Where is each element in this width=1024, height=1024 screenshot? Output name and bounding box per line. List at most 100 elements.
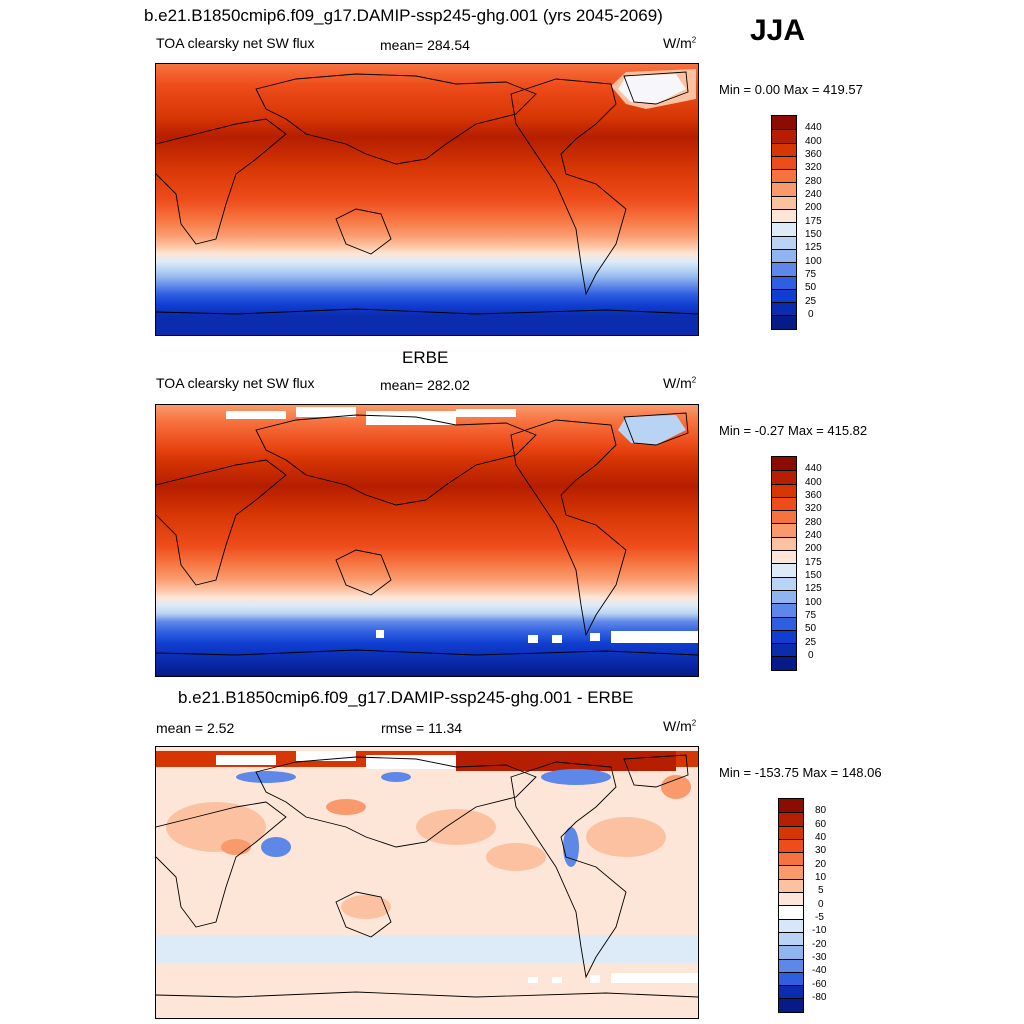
colorbar-swatch — [772, 550, 796, 564]
colorbar-tick-label: -40 — [812, 965, 827, 976]
colorbar-tick-label: -20 — [812, 939, 827, 950]
colorbar-tick-label: 100 — [805, 597, 822, 608]
colorbar-swatch — [772, 536, 796, 551]
colorbar-tick-label: 280 — [805, 176, 822, 187]
colorbar-tick-label: 50 — [805, 623, 817, 634]
panel-model-colorbar — [771, 115, 797, 330]
colorbar-swatch — [772, 457, 796, 471]
colorbar-swatch — [772, 496, 796, 511]
colorbar-swatch — [772, 155, 796, 170]
panel-model-map — [155, 63, 699, 336]
colorbar-tick-label: 100 — [805, 256, 822, 267]
colorbar-tick-label: 125 — [805, 583, 822, 594]
colorbar-swatch — [772, 470, 796, 484]
colorbar-swatch — [772, 169, 796, 183]
panel-diff-map — [155, 746, 699, 1019]
colorbar-swatch — [772, 142, 796, 156]
colorbar-tick-label: 320 — [805, 162, 822, 173]
colorbar-swatch — [779, 905, 803, 919]
colorbar-tick-label: 440 — [805, 463, 822, 474]
colorbar-tick-label: 360 — [805, 149, 822, 160]
panel-obs-variable-label: TOA clearsky net SW flux — [156, 375, 315, 391]
colorbar-tick-label: 80 — [815, 805, 827, 816]
panel-diff-title: b.e21.B1850cmip6.f09_g17.DAMIP-ssp245-gh… — [178, 688, 634, 707]
colorbar-swatch — [772, 222, 796, 236]
panel-obs-minmax: Min = -0.27 Max = 415.82 — [719, 423, 868, 438]
colorbar-tick-label: 360 — [805, 490, 822, 501]
colorbar-tick-label: 20 — [815, 859, 827, 870]
colorbar-tick-label: 400 — [805, 136, 822, 147]
colorbar-swatch — [772, 510, 796, 524]
colorbar-tick-label: 0 — [818, 899, 824, 910]
colorbar-tick-label: 50 — [805, 282, 817, 293]
colorbar-swatch — [779, 838, 803, 853]
colorbar-tick-label: 150 — [805, 229, 822, 240]
colorbar-swatch — [779, 852, 803, 866]
panel-obs-map — [155, 404, 699, 677]
colorbar-swatch — [772, 129, 796, 143]
colorbar-swatch — [779, 945, 803, 959]
colorbar-swatch — [772, 563, 796, 577]
panel-obs-mean-label: mean= 282.02 — [380, 377, 470, 393]
panel-model-title: b.e21.B1850cmip6.f09_g17.DAMIP-ssp245-gh… — [144, 6, 663, 25]
colorbar-tick-label: 5 — [818, 885, 824, 896]
colorbar-tick-label: 25 — [805, 296, 817, 307]
colorbar-swatch — [772, 248, 796, 263]
colorbar-tick-label: 240 — [805, 189, 822, 200]
colorbar-swatch — [779, 892, 803, 906]
panel-diff-minmax: Min = -153.75 Max = 148.06 — [719, 765, 882, 780]
colorbar-swatch — [772, 116, 796, 130]
colorbar-swatch — [779, 825, 803, 839]
colorbar-swatch — [779, 799, 803, 813]
colorbar-swatch — [772, 523, 796, 537]
colorbar-tick-label: 240 — [805, 530, 822, 541]
panel-diff-colorbar — [778, 798, 804, 1013]
colorbar-tick-label: -5 — [815, 912, 824, 923]
colorbar-swatch — [772, 262, 796, 276]
panel-obs-field — [156, 405, 698, 676]
colorbar-tick-label: 200 — [805, 543, 822, 554]
colorbar-tick-label: 280 — [805, 517, 822, 528]
colorbar-swatch — [779, 812, 803, 826]
panel-model-mean-label: mean= 284.54 — [380, 37, 470, 53]
colorbar-swatch — [772, 603, 796, 617]
colorbar-swatch — [772, 209, 796, 223]
colorbar-swatch — [779, 998, 803, 1012]
colorbar-swatch — [772, 576, 796, 590]
panel-diff-units: W/m2 — [663, 718, 697, 734]
panel-obs-title: ERBE — [402, 348, 449, 367]
colorbar-tick-label: 30 — [815, 845, 827, 856]
panel-model-minmax: Min = 0.00 Max = 419.57 — [719, 82, 863, 97]
colorbar-swatch — [779, 931, 803, 946]
colorbar-swatch — [772, 288, 796, 303]
colorbar-tick-label: 175 — [805, 557, 822, 568]
colorbar-tick-label: -80 — [812, 992, 827, 1003]
colorbar-swatch — [772, 275, 796, 289]
colorbar-swatch — [772, 182, 796, 196]
colorbar-swatch — [772, 643, 796, 657]
colorbar-tick-label: 0 — [808, 650, 814, 661]
colorbar-tick-label: 60 — [815, 819, 827, 830]
colorbar-swatch — [772, 589, 796, 604]
colorbar-tick-label: 175 — [805, 216, 822, 227]
colorbar-swatch — [772, 616, 796, 630]
colorbar-tick-label: 200 — [805, 202, 822, 213]
colorbar-tick-label: 75 — [805, 269, 817, 280]
colorbar-swatch — [772, 315, 796, 329]
colorbar-tick-label: -60 — [812, 979, 827, 990]
colorbar-tick-label: 25 — [805, 637, 817, 648]
panel-obs-colorbar — [771, 456, 797, 671]
colorbar-tick-label: 40 — [815, 832, 827, 843]
panel-diff-field — [156, 747, 698, 1018]
colorbar-tick-label: 400 — [805, 477, 822, 488]
panel-model-field — [156, 64, 698, 335]
panel-diff-mean-label: mean = 2.52 — [156, 720, 235, 736]
colorbar-tick-label: 320 — [805, 503, 822, 514]
colorbar-swatch — [779, 971, 803, 986]
season-label: JJA — [750, 14, 806, 47]
colorbar-tick-label: 75 — [805, 610, 817, 621]
colorbar-swatch — [772, 302, 796, 316]
colorbar-swatch — [779, 918, 803, 932]
colorbar-swatch — [779, 958, 803, 972]
colorbar-tick-label: 10 — [815, 872, 827, 883]
